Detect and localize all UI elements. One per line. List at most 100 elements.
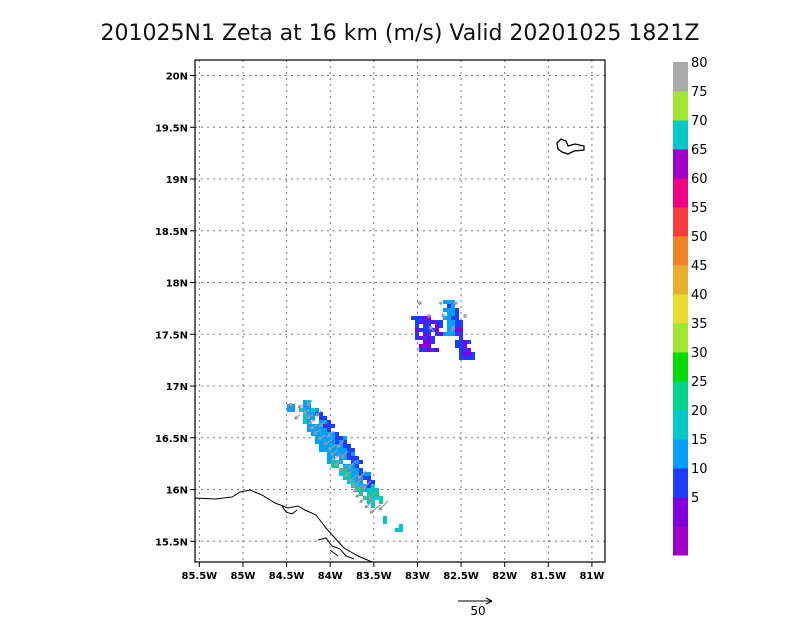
x-tick-label: 82.5W xyxy=(443,571,479,582)
wind-arrow xyxy=(348,474,359,483)
wind-arrow xyxy=(336,440,345,449)
zeta-cell xyxy=(311,408,315,412)
zeta-cell xyxy=(343,440,347,444)
colorbar-swatch xyxy=(673,149,688,179)
zeta-cell xyxy=(355,476,359,480)
colorbar-swatch xyxy=(673,410,688,440)
colorbar-label: 45 xyxy=(691,259,708,274)
zeta-cell xyxy=(367,488,371,492)
colorbar-label: 25 xyxy=(691,375,708,390)
zeta-cell xyxy=(455,324,459,328)
zeta-cell xyxy=(415,336,419,340)
zeta-cell xyxy=(415,316,419,320)
zeta-cell xyxy=(303,420,307,424)
colorbar-swatch xyxy=(673,236,688,266)
x-tick-label: 81W xyxy=(579,571,604,582)
zeta-cell xyxy=(435,348,439,352)
zeta-cell xyxy=(427,340,431,344)
zeta-cell xyxy=(431,336,435,340)
zeta-cell xyxy=(311,432,315,436)
wind-arrow xyxy=(426,313,431,319)
zeta-cell xyxy=(447,332,451,336)
zeta-cell xyxy=(435,324,439,328)
colorbar-swatch xyxy=(673,352,688,382)
zeta-cell xyxy=(355,468,359,472)
zeta-cell xyxy=(427,324,431,328)
zeta-cell xyxy=(427,316,431,320)
zeta-cell xyxy=(319,440,323,444)
wind-arrow xyxy=(294,414,301,420)
zeta-cell xyxy=(319,420,323,424)
zeta-cell xyxy=(443,300,447,304)
zeta-cell xyxy=(339,456,343,460)
zeta-cell xyxy=(339,440,343,444)
zeta-cell xyxy=(355,480,359,484)
zeta-cell xyxy=(459,352,463,356)
x-tick-label: 85W xyxy=(231,571,256,582)
zeta-cell xyxy=(395,528,399,532)
zeta-cell xyxy=(331,432,335,436)
coastline xyxy=(195,138,585,562)
zeta-cell xyxy=(303,404,307,408)
x-tick-label: 85.5W xyxy=(182,571,218,582)
zeta-cell xyxy=(319,432,323,436)
zeta-cell xyxy=(427,320,431,324)
wind-arrow xyxy=(313,429,321,435)
zeta-cell xyxy=(319,444,323,448)
zeta-cell xyxy=(287,408,291,412)
colorbar-swatch xyxy=(673,526,688,556)
reference-arrow-head xyxy=(485,597,493,605)
zeta-cell xyxy=(455,312,459,316)
zeta-cell xyxy=(343,468,347,472)
wind-arrow xyxy=(351,479,362,488)
zeta-cell xyxy=(371,488,375,492)
zeta-cell xyxy=(335,436,339,440)
wind-arrow xyxy=(331,454,341,461)
colorbar-label: 75 xyxy=(691,85,708,100)
zeta-cell xyxy=(359,472,363,476)
colorbar-label: 55 xyxy=(691,201,708,216)
y-tick-label: 18N xyxy=(166,279,188,290)
zeta-field xyxy=(287,300,475,532)
y-tick-label: 17.5N xyxy=(155,330,188,341)
zeta-cell xyxy=(423,328,427,332)
zeta-cell xyxy=(459,324,463,328)
reference-vector-label: 50 xyxy=(470,604,485,618)
zeta-cell xyxy=(335,464,339,468)
wind-arrow xyxy=(343,469,354,477)
wind-arrow xyxy=(338,464,348,472)
zeta-cell xyxy=(427,344,431,348)
zeta-cell xyxy=(291,404,295,408)
zeta-cell xyxy=(375,492,379,496)
wind-arrow xyxy=(369,504,381,514)
zeta-cell xyxy=(343,448,347,452)
zeta-cell xyxy=(411,316,415,320)
zeta-cell xyxy=(471,352,475,356)
zeta-cell xyxy=(311,428,315,432)
x-tick-label: 83.5W xyxy=(356,571,392,582)
zeta-cell xyxy=(419,320,423,324)
wind-arrow xyxy=(364,499,376,509)
colorbar-label: 20 xyxy=(691,404,708,419)
zeta-cell xyxy=(355,464,359,468)
zeta-cell xyxy=(347,468,351,472)
zeta-cell xyxy=(347,472,351,476)
zeta-cell xyxy=(471,356,475,360)
zeta-cell xyxy=(343,456,347,460)
zeta-cell xyxy=(355,460,359,464)
x-tick-label: 81.5W xyxy=(530,571,566,582)
zeta-cell xyxy=(447,324,451,328)
y-tick-label: 19.5N xyxy=(155,123,188,134)
y-tick-label: 16N xyxy=(166,486,188,497)
zeta-cell xyxy=(319,412,323,416)
wind-arrow xyxy=(306,414,314,419)
zeta-cell xyxy=(339,444,343,448)
zeta-cell xyxy=(455,308,459,312)
zeta-cell xyxy=(379,500,383,504)
zeta-cell xyxy=(423,348,427,352)
wind-arrow xyxy=(453,301,459,306)
zeta-cell xyxy=(323,448,327,452)
wind-arrow xyxy=(302,409,310,414)
colorbar-swatch xyxy=(673,294,688,324)
zeta-cell xyxy=(455,332,459,336)
